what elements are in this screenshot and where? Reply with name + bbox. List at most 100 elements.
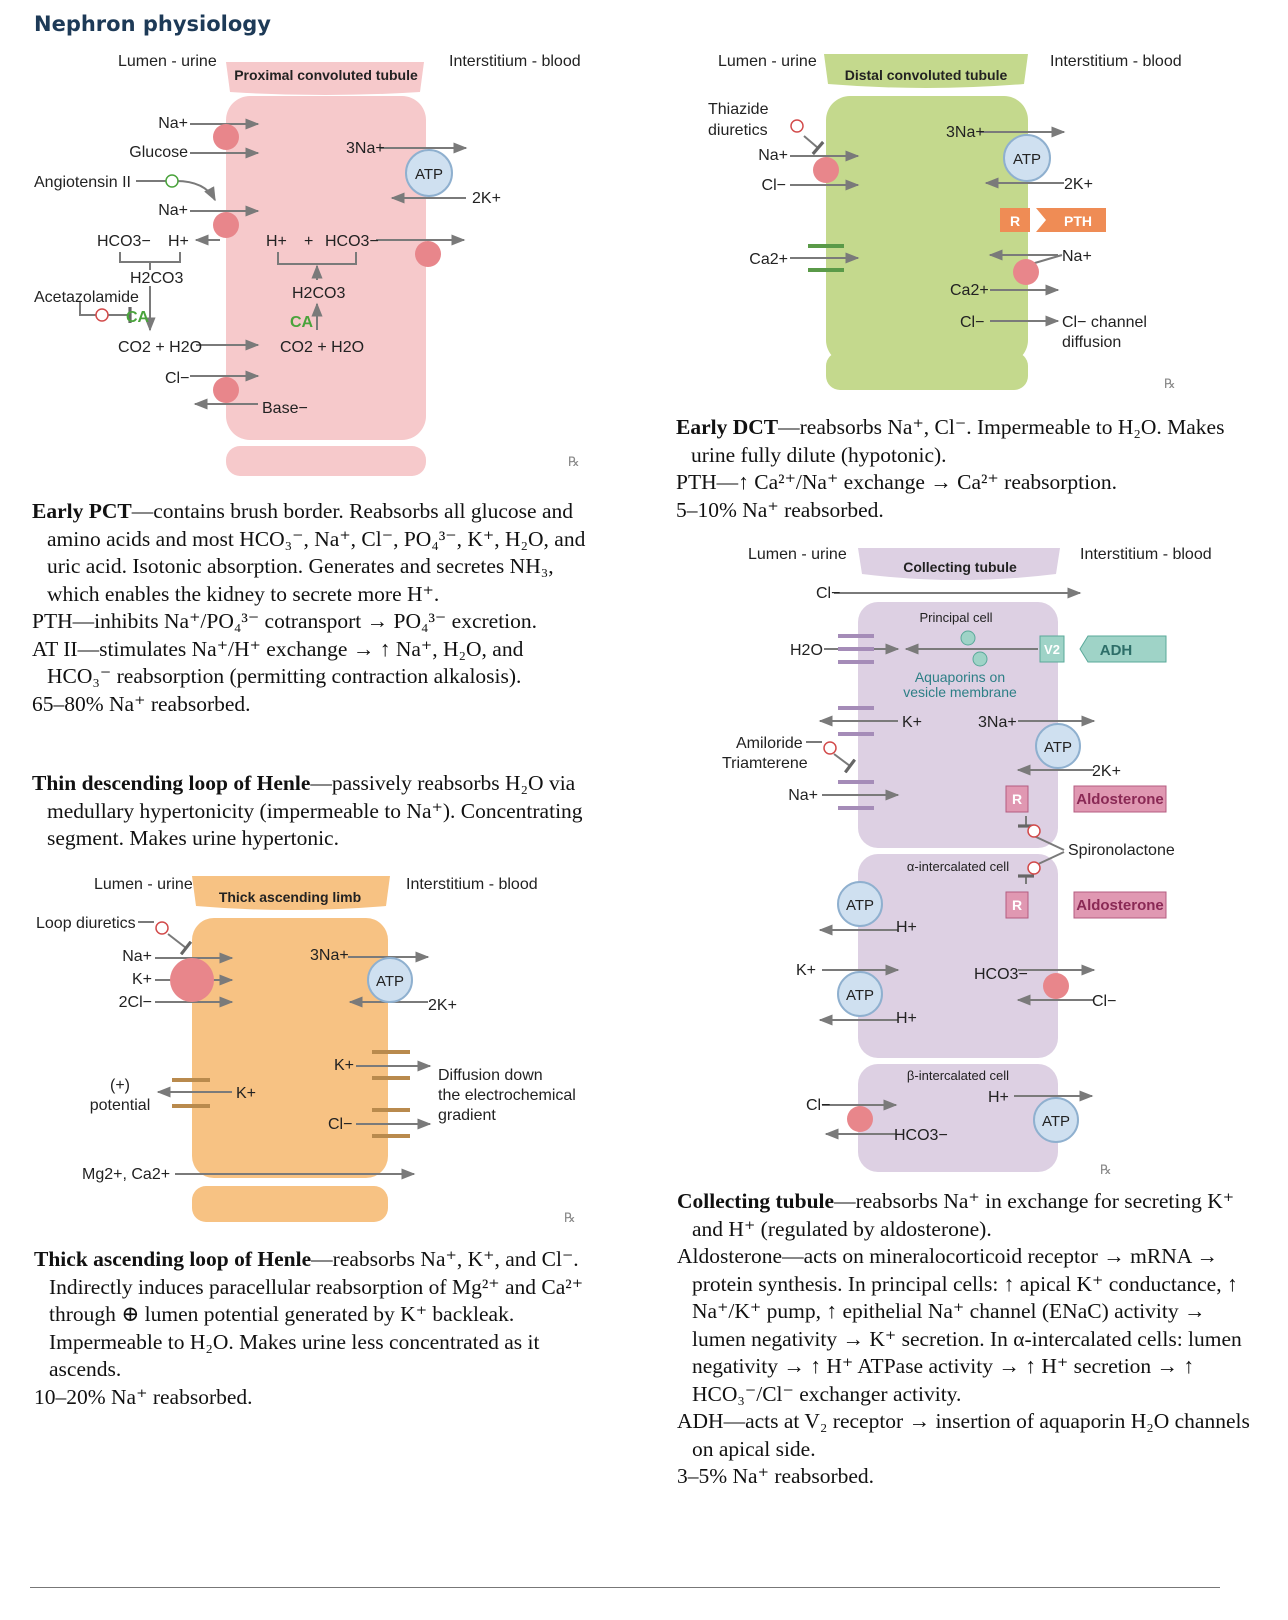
description-text: —reabsorbs Na⁺, Cl⁻. Impermeable to H₂O.… [691,415,1225,467]
glucose-label: Glucose [129,144,188,161]
description-paragraph: 10–20% Na⁺ reabsorbed. [34,1384,594,1412]
tal-lumen-label: Lumen - urine [94,876,193,893]
description-lead: Collecting tubule [677,1189,835,1213]
description-text: 5–10% Na⁺ reabsorbed. [676,497,884,522]
pct-na-h-exchanger [213,212,239,238]
description-text: —contains brush border. Reabsorbs all gl… [47,499,586,606]
v2-receptor [1039,635,1065,663]
dct-title: Distal convoluted tubule [845,67,1008,83]
k-label: K+ [236,1085,256,1102]
spironolactone-label: Spironolactone [1068,842,1175,859]
aquaporin-label: vesicle membrane [903,684,1017,700]
aldosterone-label: Aldosterone [1076,791,1164,808]
adh-label: ADH [1100,642,1133,659]
description-paragraph: PTH—inhibits Na⁺/PO₄³⁻ cotransport → PO₄… [32,608,592,636]
beta-cl-hco3-exchanger [847,1106,873,1132]
loop-diuretics-label: Loop diuretics [36,915,136,932]
inhibit-icon [823,741,837,755]
beta-cell-label: β-intercalated cell [907,1068,1009,1083]
inhibit-icon [790,119,804,133]
ca-label: Ca2+ [950,282,989,299]
rx-icon: ℞ [564,1210,576,1225]
inhibit-icon [1027,824,1041,838]
pth-receptor [1000,208,1030,232]
dct-na-ca-exchanger [1013,259,1039,285]
pct-cell [226,96,426,440]
page-title: Nephron physiology [34,12,271,36]
cl-channel-label: Cl− channel [1062,314,1147,331]
cl-channel-label: diffusion [1062,334,1121,351]
cl-label: Cl− [762,177,786,194]
na3-label: 3Na+ [346,140,385,157]
alpha-atp-pump [837,881,883,927]
stimulate-icon [165,174,179,188]
cl-label: Cl− [1092,993,1116,1010]
atp-label: ATP [846,897,874,914]
description-text: 65–80% Na⁺ reabsorbed. [32,691,251,716]
principal-atp-pump [1035,723,1081,769]
description-paragraph: Aldosterone—acts on mineralocorticoid re… [677,1243,1251,1408]
diffusion-label: the electrochemical [438,1087,576,1104]
ct-interstitium-label: Interstitium - blood [1080,546,1212,563]
hco3-cl-exchanger [1043,973,1069,999]
description-text: PTH—inhibits Na⁺/PO₄³⁻ cotransport → PO₄… [32,609,538,633]
pct-diagram: Lumen - urine Interstitium - blood Proxi… [34,53,581,476]
description-paragraph: Thin descending loop of Henle—passively … [32,770,592,853]
tal-title-tab [192,876,390,910]
pct-description: Early PCT—contains brush border. Reabsor… [32,498,592,718]
h2o-label: H2O [790,642,823,659]
pct-cl-base-exchanger [213,377,239,403]
k-label: K+ [334,1057,354,1074]
description-text: PTH—↑ Ca²⁺/Na⁺ exchange → Ca²⁺ reabsorpt… [676,470,1118,494]
potential-label: potential [90,1097,151,1114]
ct-title-tab [858,548,1060,580]
cl-label: Cl− [960,314,984,331]
atp-label: ATP [846,987,874,1004]
description-text: 3–5% Na⁺ reabsorbed. [677,1464,875,1488]
principal-cell-label: Principal cell [920,610,993,625]
dct-interstitium-label: Interstitium - blood [1050,53,1182,70]
dct-nacl-cotransporter [813,157,839,183]
h-label: H+ [896,919,917,936]
inhibit-icon [95,308,109,322]
hco3-label: HCO3− [894,1127,948,1144]
description-text: 10–20% Na⁺ reabsorbed. [34,1384,253,1409]
cl-label: Cl− [165,370,189,387]
receptor-label: R [1012,897,1022,913]
dct-lumen-label: Lumen - urine [718,53,817,70]
dct-cell-lower [826,352,1028,390]
pct-cell-lower [226,446,426,476]
tal-cell [192,918,388,1178]
hco3-label: HCO3− [974,966,1028,983]
tal-interstitium-label: Interstitium - blood [406,876,538,893]
na3-label: 3Na+ [946,124,985,141]
k2-label: 2K+ [1064,176,1093,193]
description-paragraph: Early PCT—contains brush border. Reabsor… [32,498,592,608]
pct-lumen-label: Lumen - urine [118,53,217,70]
aldosterone-label: Aldosterone [1076,897,1164,914]
hco3-label: HCO3− [325,233,379,250]
atp-label: ATP [1013,151,1041,168]
tal-atp-pump [367,957,413,1003]
cl2-label: 2Cl− [119,994,152,1011]
description-paragraph: Collecting tubule—reabsorbs Na⁺ in excha… [677,1188,1251,1243]
dct-diagram: Lumen - urine Interstitium - blood Dista… [708,53,1182,391]
thin-descending-description: Thin descending loop of Henle—passively … [32,770,592,853]
pct-title-tab [226,62,424,95]
k2-label: 2K+ [428,997,457,1014]
thiazide-label: Thiazide [708,101,769,118]
triamterene-label: Triamterene [722,755,808,772]
tal-nkcc2-transporter [170,958,214,1002]
carbonic-anhydrase-label: CA [290,314,314,331]
hco3-label: HCO3− [97,233,151,250]
pct-hco3-transporter [415,241,441,267]
receptor-label: R [1012,791,1022,807]
aldosterone-receptor [1005,785,1029,813]
pct-atp-pump [405,149,453,197]
k2-label: 2K+ [472,190,501,207]
description-text: —reabsorbs Na⁺ in exchange for secreting… [692,1189,1235,1241]
pct-title: Proximal convoluted tubule [234,67,418,83]
description-paragraph: Early DCT—reabsorbs Na⁺, Cl⁻. Impermeabl… [676,414,1236,469]
pth-label: PTH [1064,213,1092,229]
amiloride-label: Amiloride [736,735,803,752]
